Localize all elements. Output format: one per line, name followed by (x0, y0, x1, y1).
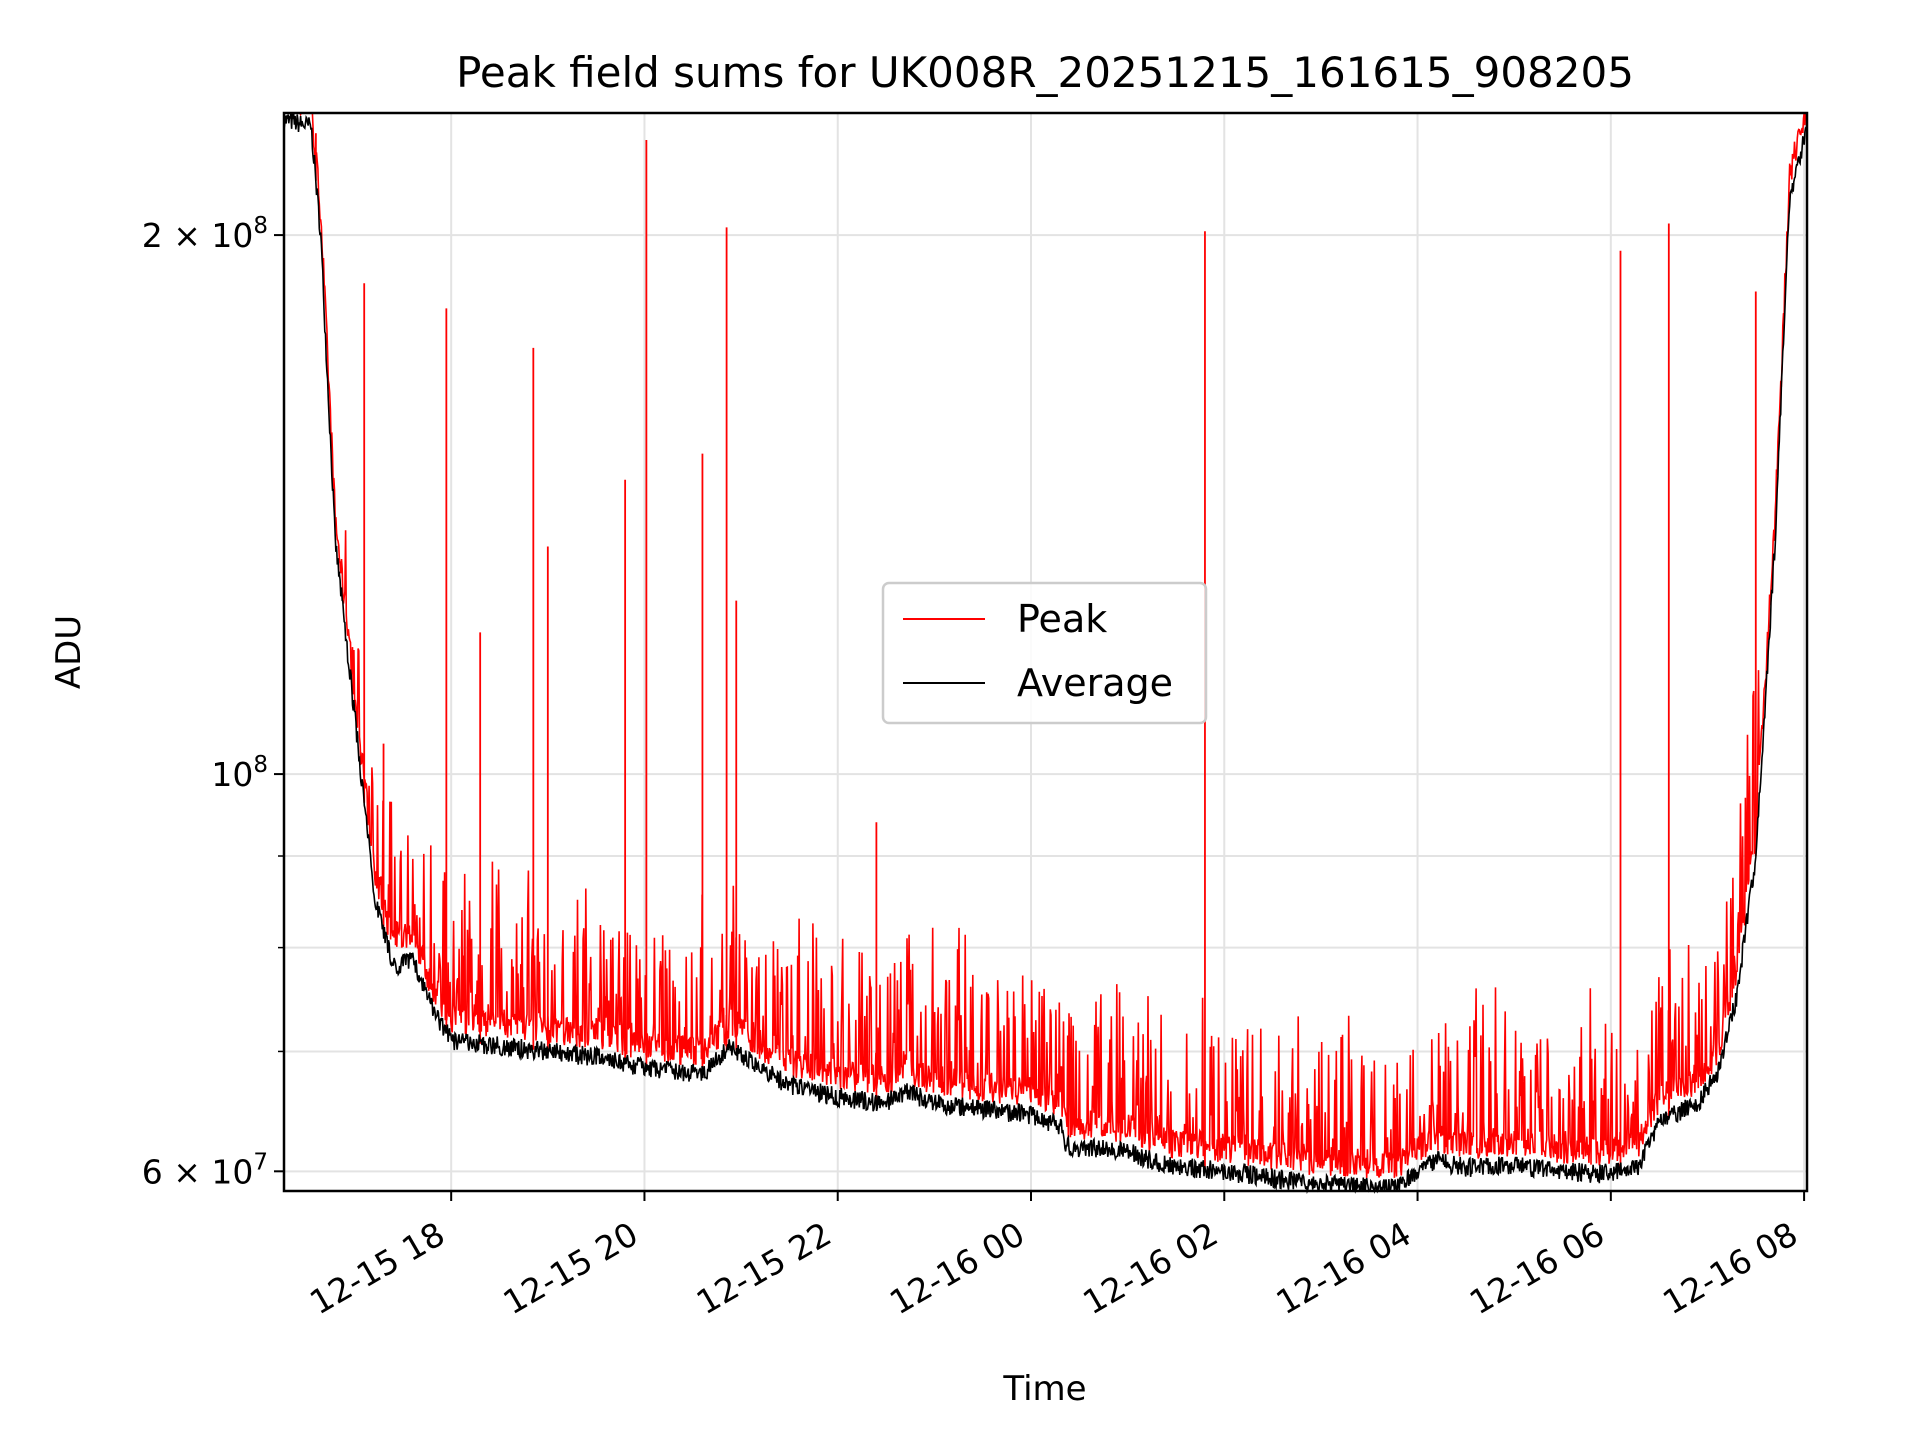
legend: Peak Average (881, 581, 1208, 725)
x-axis-label: Time (1002, 1369, 1086, 1409)
chart-title: Peak field sums for UK008R_20251215_1616… (456, 48, 1634, 97)
legend-average-label: Average (1017, 661, 1173, 705)
y-tick-label: 108 (211, 752, 268, 794)
plot-series (283, 112, 1808, 1195)
legend-peak-label: Peak (1017, 597, 1107, 641)
peak-series-line (284, 112, 1807, 1179)
y-tick-label: 2 × 108 (142, 213, 268, 255)
axes-frame (282, 111, 1809, 1193)
y-axis-label: ADU (49, 615, 89, 689)
average-series-line (283, 113, 1808, 1195)
y-tick-label: 6 × 107 (142, 1149, 268, 1191)
